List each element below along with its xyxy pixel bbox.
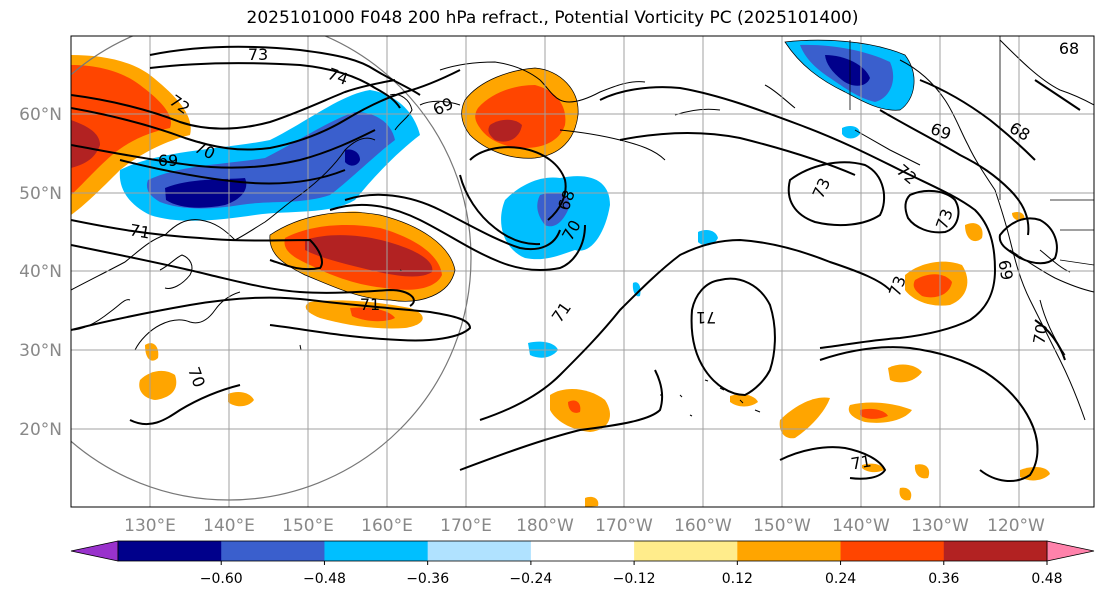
colorbar-tick-label: 0.36 bbox=[928, 571, 959, 587]
lon-label-160w: 160°W bbox=[674, 516, 732, 536]
contour-label: 71 bbox=[849, 451, 872, 473]
colorbar-tick-label: 0.24 bbox=[825, 571, 856, 587]
colorbar-extend-high bbox=[1046, 540, 1095, 562]
lat-label-40n: 40°N bbox=[19, 262, 62, 282]
lon-label-140e: 140°E bbox=[203, 516, 255, 536]
colorbar-tick-label: 0.12 bbox=[722, 571, 753, 587]
lon-label-170w: 170°W bbox=[595, 516, 653, 536]
colorbar-ticks: −0.60 −0.48 −0.36 −0.24 −0.12 0.12 0.24 0.36 0.4… bbox=[200, 561, 1063, 587]
colorbar-extend-low bbox=[70, 540, 119, 562]
colorbar-segment bbox=[943, 541, 1048, 561]
colorbar-tick-label: −0.60 bbox=[200, 571, 243, 587]
boundaries bbox=[849, 36, 1094, 266]
refractivity-contours bbox=[71, 45, 1081, 482]
plot-title: 2025101000 F048 200 hPa refract., Potent… bbox=[246, 8, 859, 28]
contour-label: 71 bbox=[360, 295, 380, 314]
contour-label: 73 bbox=[248, 45, 268, 64]
lon-label-180w: 180°W bbox=[516, 516, 574, 536]
lon-label-150w: 150°W bbox=[753, 516, 811, 536]
colorbar-tick-label: −0.12 bbox=[613, 571, 656, 587]
colorbar-segment bbox=[324, 541, 429, 561]
lon-label-130e: 130°E bbox=[124, 516, 176, 536]
colorbar-tick-label: −0.36 bbox=[406, 571, 449, 587]
colorbar-segment bbox=[427, 541, 532, 561]
lat-label-30n: 30°N bbox=[19, 341, 62, 361]
colorbar-segment bbox=[737, 541, 842, 561]
colorbar bbox=[70, 540, 1095, 562]
colorbar-segment bbox=[221, 541, 325, 561]
colorbar-segment bbox=[118, 541, 222, 561]
lat-label-60n: 60°N bbox=[19, 105, 62, 125]
colorbar-segment bbox=[634, 541, 738, 561]
pv-positive-shading bbox=[71, 55, 1050, 507]
map-frame bbox=[70, 35, 1095, 508]
contour-label: 69 bbox=[158, 151, 178, 170]
contour-label: 71 bbox=[128, 220, 151, 242]
lon-label-130w: 130°W bbox=[911, 516, 969, 536]
pv-negative-shading bbox=[119, 40, 915, 358]
contour-label: 71 bbox=[696, 308, 716, 327]
colorbar-tick-label: 0.48 bbox=[1031, 571, 1062, 587]
pv-outline bbox=[269, 39, 915, 302]
colorbar-segment bbox=[530, 541, 635, 561]
lat-label-20n: 20°N bbox=[19, 420, 62, 440]
colorbar-tick-label: −0.48 bbox=[303, 571, 346, 587]
lon-label-160e: 160°E bbox=[361, 516, 413, 536]
lon-labels: 130°E 140°E 150°E 160°E 170°E 180°W 170°… bbox=[124, 516, 1045, 536]
colorbar-segment bbox=[840, 541, 945, 561]
contour-label: 70 bbox=[1029, 322, 1051, 345]
lon-label-170e: 170°E bbox=[440, 516, 492, 536]
contour-label: 69 bbox=[994, 258, 1016, 281]
lon-label-150e: 150°E bbox=[282, 516, 334, 536]
colorbar-tick-label: −0.24 bbox=[509, 571, 552, 587]
contour-label: 68 bbox=[1059, 39, 1079, 58]
lat-label-50n: 50°N bbox=[19, 184, 62, 204]
colorbar-frame bbox=[117, 540, 1048, 562]
range-circle bbox=[71, 36, 472, 501]
lon-label-140w: 140°W bbox=[832, 516, 890, 536]
lat-labels: 60°N 50°N 40°N 30°N 20°N bbox=[19, 105, 62, 440]
lon-label-120w: 120°W bbox=[987, 516, 1045, 536]
gridlines bbox=[71, 36, 1094, 507]
